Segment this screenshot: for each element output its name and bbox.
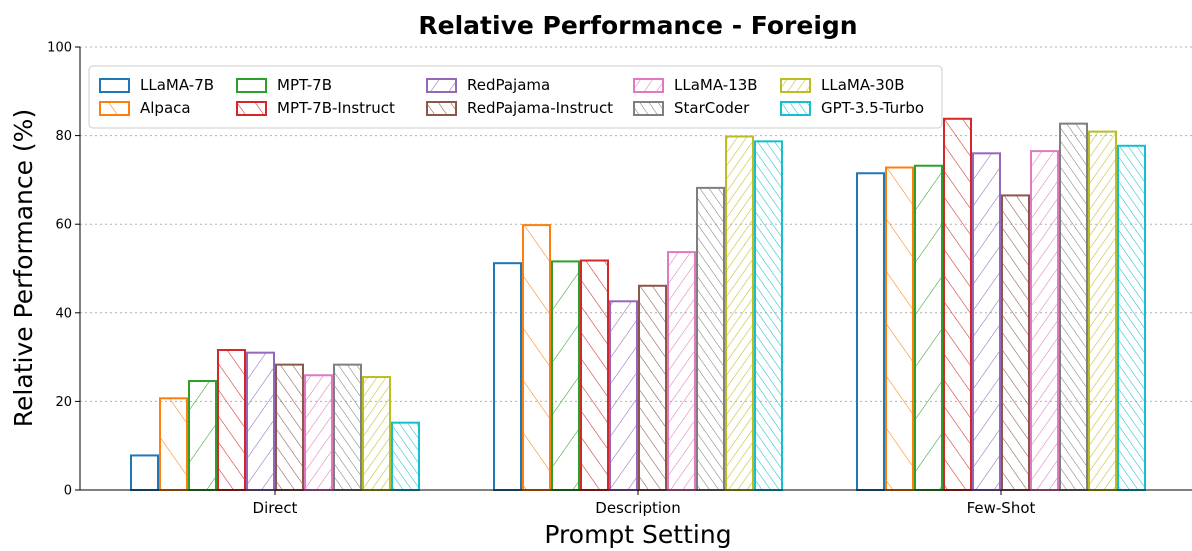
bar-llama-13b-direct	[304, 374, 333, 491]
bar-starcoder-few-shot	[1059, 122, 1088, 491]
legend-label: MPT-7B-Instruct	[277, 99, 395, 117]
legend-label: Alpaca	[140, 99, 191, 117]
y-tick-label: 80	[55, 129, 72, 144]
bar-llama-7b-few-shot	[856, 172, 885, 491]
bar-gpt-3-5-turbo-direct	[391, 421, 420, 491]
x-axis-label: Prompt Setting	[544, 520, 731, 549]
bars	[130, 117, 1146, 492]
bar-llama-13b-description	[667, 251, 696, 491]
legend-swatch	[236, 78, 267, 93]
y-axis-label: Relative Performance (%)	[9, 109, 38, 427]
bar-starcoder-description	[696, 186, 725, 491]
legend-label: MPT-7B	[277, 76, 332, 94]
bar-mpt-7b-description	[551, 260, 580, 491]
legend-swatch	[780, 101, 811, 116]
legend-label: RedPajama-Instruct	[467, 99, 613, 117]
legend-label: GPT-3.5-Turbo	[821, 99, 924, 117]
bar-llama-30b-description	[725, 135, 754, 491]
legend-swatch	[426, 78, 457, 93]
bar-mpt-7b-instruct-direct	[217, 349, 246, 491]
bar-alpaca-direct	[159, 397, 188, 492]
legend-label: LLaMA-7B	[140, 76, 214, 94]
bar-redpajama-instruct-few-shot	[1001, 194, 1030, 491]
bar-llama-13b-few-shot	[1030, 150, 1059, 491]
legend: LLaMA-7B Alpaca MPT-7B MPT-7B-Instruct RedPa…	[88, 65, 943, 129]
y-tick-label: 100	[47, 41, 72, 56]
legend-swatch	[633, 78, 664, 93]
legend-swatch	[426, 101, 457, 116]
legend-swatch	[99, 78, 130, 93]
bar-redpajama-description	[609, 300, 638, 492]
legend-box	[88, 65, 943, 129]
bar-redpajama-direct	[246, 351, 275, 492]
legend-label: RedPajama	[467, 76, 550, 94]
legend-label: LLaMA-13B	[674, 76, 758, 94]
bar-mpt-7b-instruct-few-shot	[943, 117, 972, 492]
y-tick-label: 40	[55, 306, 72, 321]
x-tick-label: Few-Shot	[967, 499, 1036, 517]
bar-redpajama-few-shot	[972, 152, 1001, 491]
bar-llama-30b-direct	[362, 376, 391, 491]
x-tick-label: Description	[595, 499, 680, 517]
bar-llama-7b-description	[493, 262, 522, 491]
legend-swatch	[99, 101, 130, 116]
bar-alpaca-few-shot	[885, 166, 914, 491]
legend-swatch	[236, 101, 267, 116]
legend-label: StarCoder	[674, 99, 750, 117]
bar-mpt-7b-few-shot	[914, 164, 943, 491]
bar-starcoder-direct	[333, 363, 362, 492]
bar-mpt-7b-direct	[188, 380, 217, 491]
y-tick-label: 60	[55, 218, 72, 233]
bar-gpt-3-5-turbo-few-shot	[1117, 144, 1146, 491]
legend-swatch	[633, 101, 664, 116]
y-tick-label: 20	[55, 395, 72, 410]
axes: 0 20 40 60 80 100 Direct Description Few-Shot	[47, 41, 1192, 517]
bar-mpt-7b-instruct-description	[580, 259, 609, 491]
bar-redpajama-instruct-description	[638, 284, 667, 492]
bar-llama-30b-few-shot	[1088, 130, 1117, 491]
y-tick-label: 0	[64, 484, 72, 499]
chart-title: Relative Performance - Foreign	[418, 11, 857, 40]
bar-alpaca-description	[522, 224, 551, 491]
legend-label: LLaMA-30B	[821, 76, 905, 94]
bar-redpajama-instruct-direct	[275, 363, 304, 492]
x-tick-label: Direct	[253, 499, 298, 517]
legend-swatch	[780, 78, 811, 93]
bar-gpt-3-5-turbo-description	[754, 140, 783, 491]
bar-llama-7b-direct	[130, 454, 159, 492]
